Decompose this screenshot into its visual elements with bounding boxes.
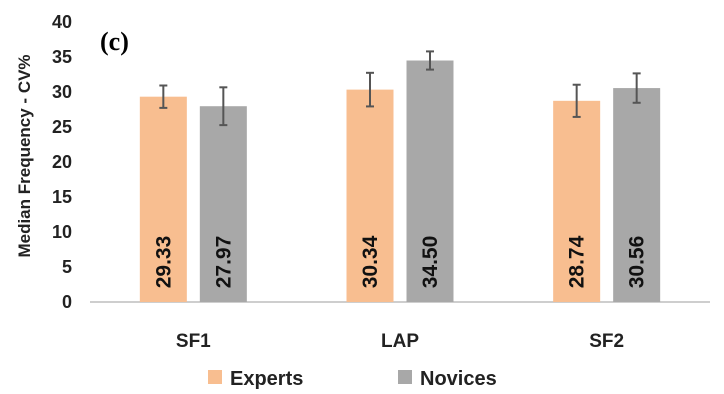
panel-label: (c) <box>100 27 129 56</box>
legend-label-experts: Experts <box>230 368 303 390</box>
data-label: 30.56 <box>626 236 649 289</box>
legend: Experts Novices <box>208 368 497 390</box>
y-tick-label: 35 <box>52 47 72 67</box>
category-label: SF1 <box>176 331 211 352</box>
bars-group: 29.33 27.97 30.34 34.50 28.74 30.56 <box>139 50 661 303</box>
y-tick-label: 30 <box>52 82 72 102</box>
bar-novices-sf2 <box>613 88 661 302</box>
y-tick-label: 0 <box>62 292 72 312</box>
y-axis-ticks: 0 5 10 15 20 25 30 35 40 <box>52 12 72 312</box>
bar-experts-sf2 <box>553 100 601 302</box>
bar-experts-sf1 <box>139 96 187 302</box>
bar-novices-lap <box>406 60 454 302</box>
category-label: LAP <box>381 331 419 352</box>
y-tick-label: 10 <box>52 222 72 242</box>
y-tick-label: 40 <box>52 12 72 32</box>
y-tick-label: 15 <box>52 187 72 207</box>
bar-experts-lap <box>346 89 394 303</box>
legend-swatch-novices <box>398 370 412 384</box>
data-label: 34.50 <box>419 236 442 289</box>
data-label: 29.33 <box>152 236 175 289</box>
y-tick-label: 25 <box>52 117 72 137</box>
data-label: 30.34 <box>359 235 382 288</box>
bar-novices-sf1 <box>199 106 247 303</box>
y-tick-label: 5 <box>62 257 72 277</box>
y-axis-label: Median Frequency - CV% <box>15 54 34 257</box>
data-label: 27.97 <box>212 236 235 289</box>
data-label: 28.74 <box>566 235 589 288</box>
y-tick-label: 20 <box>52 152 72 172</box>
category-label: SF2 <box>589 331 624 352</box>
legend-label-novices: Novices <box>420 368 497 390</box>
category-labels: SF1 LAP SF2 <box>176 331 624 352</box>
legend-swatch-experts <box>208 370 222 384</box>
